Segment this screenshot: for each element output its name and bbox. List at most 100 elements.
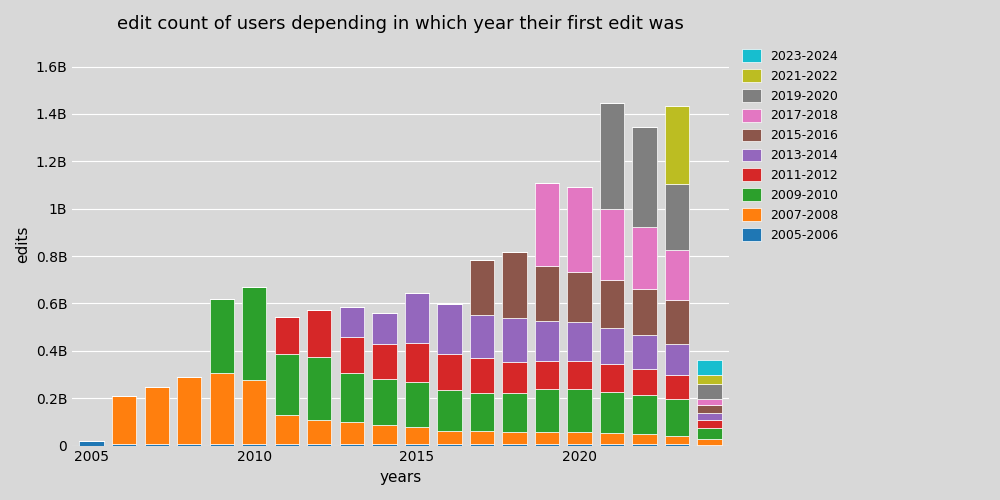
Bar <box>600 102 624 209</box>
Bar <box>275 444 299 446</box>
Bar <box>632 369 657 395</box>
Bar <box>112 444 136 446</box>
Bar <box>340 308 364 337</box>
Bar <box>567 361 592 389</box>
Bar <box>502 252 527 318</box>
Bar <box>437 304 462 354</box>
Bar <box>340 444 364 446</box>
Bar <box>535 389 559 432</box>
Bar <box>502 444 527 446</box>
Bar <box>697 445 722 446</box>
Bar <box>242 444 266 446</box>
Bar <box>145 444 169 446</box>
Bar <box>470 260 494 314</box>
Bar <box>502 318 527 362</box>
Bar <box>600 364 624 392</box>
Bar <box>307 357 331 420</box>
Bar <box>567 186 592 272</box>
Bar <box>372 344 397 378</box>
Bar <box>600 444 624 446</box>
Bar <box>210 372 234 444</box>
Bar <box>177 444 201 446</box>
Bar <box>567 322 592 361</box>
Bar <box>470 358 494 393</box>
Bar <box>665 184 689 250</box>
Bar <box>697 413 722 420</box>
Bar <box>470 444 494 446</box>
Bar <box>665 106 689 184</box>
Bar <box>275 416 299 444</box>
Bar <box>697 439 722 445</box>
Bar <box>632 395 657 434</box>
Bar <box>697 384 722 398</box>
Bar <box>665 374 689 400</box>
Bar <box>242 380 266 444</box>
Bar <box>697 360 722 375</box>
Bar <box>112 396 136 444</box>
Bar <box>697 404 722 413</box>
Bar <box>177 378 201 444</box>
Bar <box>502 393 527 432</box>
X-axis label: years: years <box>379 470 422 485</box>
Bar <box>632 128 657 227</box>
Bar <box>697 398 722 404</box>
Bar <box>210 299 234 372</box>
Bar <box>405 427 429 444</box>
Bar <box>437 390 462 430</box>
Bar <box>535 361 559 389</box>
Bar <box>437 354 462 391</box>
Bar <box>665 250 689 300</box>
Bar <box>632 434 657 444</box>
Bar <box>697 420 722 428</box>
Bar <box>275 317 299 354</box>
Bar <box>405 343 429 382</box>
Bar <box>79 441 104 446</box>
Bar <box>600 280 624 328</box>
Bar <box>567 432 592 444</box>
Bar <box>697 428 722 439</box>
Bar <box>470 314 494 358</box>
Bar <box>470 430 494 444</box>
Bar <box>567 272 592 322</box>
Bar <box>405 294 429 343</box>
Bar <box>535 320 559 361</box>
Bar <box>502 432 527 444</box>
Bar <box>307 420 331 444</box>
Bar <box>600 392 624 433</box>
Bar <box>535 432 559 444</box>
Bar <box>405 444 429 446</box>
Y-axis label: edits: edits <box>15 226 30 263</box>
Bar <box>405 382 429 427</box>
Bar <box>665 300 689 344</box>
Bar <box>697 375 722 384</box>
Bar <box>242 288 266 380</box>
Bar <box>600 433 624 444</box>
Bar <box>145 387 169 444</box>
Bar <box>372 314 397 344</box>
Bar <box>372 378 397 424</box>
Bar <box>632 288 657 335</box>
Bar <box>535 444 559 446</box>
Bar <box>437 430 462 444</box>
Bar <box>340 422 364 444</box>
Bar <box>600 209 624 280</box>
Bar <box>632 334 657 369</box>
Title: edit count of users depending in which year their first edit was: edit count of users depending in which y… <box>117 15 684 33</box>
Bar <box>340 372 364 422</box>
Bar <box>665 400 689 436</box>
Bar <box>600 328 624 364</box>
Legend: 2023-2024, 2021-2022, 2019-2020, 2017-2018, 2015-2016, 2013-2014, 2011-2012, 200: 2023-2024, 2021-2022, 2019-2020, 2017-20… <box>742 49 839 242</box>
Bar <box>502 362 527 393</box>
Bar <box>632 444 657 446</box>
Bar <box>470 393 494 430</box>
Bar <box>307 310 331 357</box>
Bar <box>210 444 234 446</box>
Bar <box>665 344 689 374</box>
Bar <box>372 444 397 446</box>
Bar <box>340 337 364 372</box>
Bar <box>535 183 559 266</box>
Bar <box>372 424 397 444</box>
Bar <box>535 266 559 320</box>
Bar <box>437 444 462 446</box>
Bar <box>275 354 299 416</box>
